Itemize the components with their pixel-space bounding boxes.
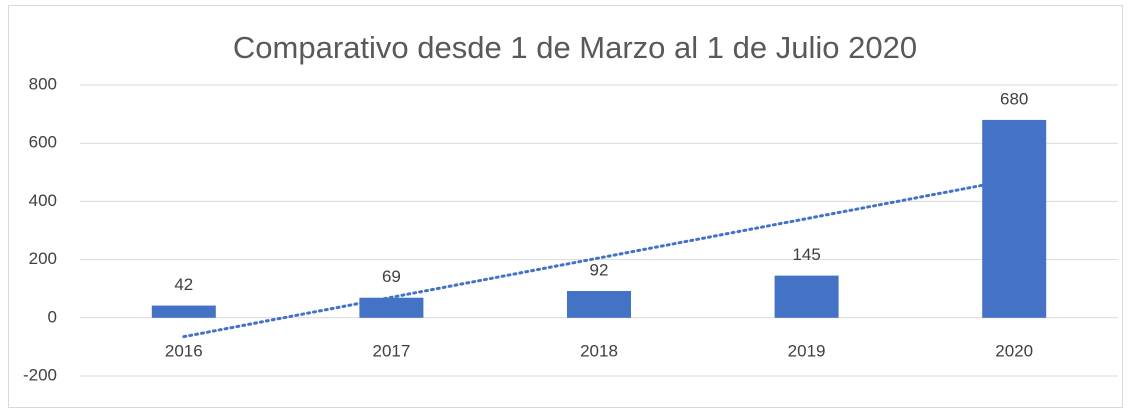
y-tick-label: 800: [29, 74, 57, 93]
x-tick-label: 2018: [580, 341, 618, 360]
y-tick-label: -200: [23, 365, 57, 384]
bar: [359, 297, 424, 318]
data-label: 680: [1000, 89, 1028, 108]
data-label: 92: [590, 261, 609, 280]
x-tick-label: 2019: [788, 341, 826, 360]
data-label: 69: [382, 267, 401, 286]
y-tick-label: 600: [29, 133, 57, 152]
bar: [774, 275, 839, 318]
data-label: 145: [792, 245, 820, 264]
x-tick-label: 2020: [995, 341, 1033, 360]
y-tick-label: 0: [48, 307, 57, 326]
data-label: 42: [174, 275, 193, 294]
trendline: [182, 177, 1016, 339]
bar: [151, 305, 216, 318]
y-tick-label: 200: [29, 249, 57, 268]
x-tick-label: 2016: [165, 341, 203, 360]
y-tick-label: 400: [29, 191, 57, 210]
bar: [567, 291, 631, 318]
x-tick-label: 2017: [372, 341, 410, 360]
chart-title: Comparativo desde 1 de Marzo al 1 de Jul…: [233, 30, 917, 65]
chart-border: [8, 5, 1123, 408]
bar: [982, 119, 1047, 318]
